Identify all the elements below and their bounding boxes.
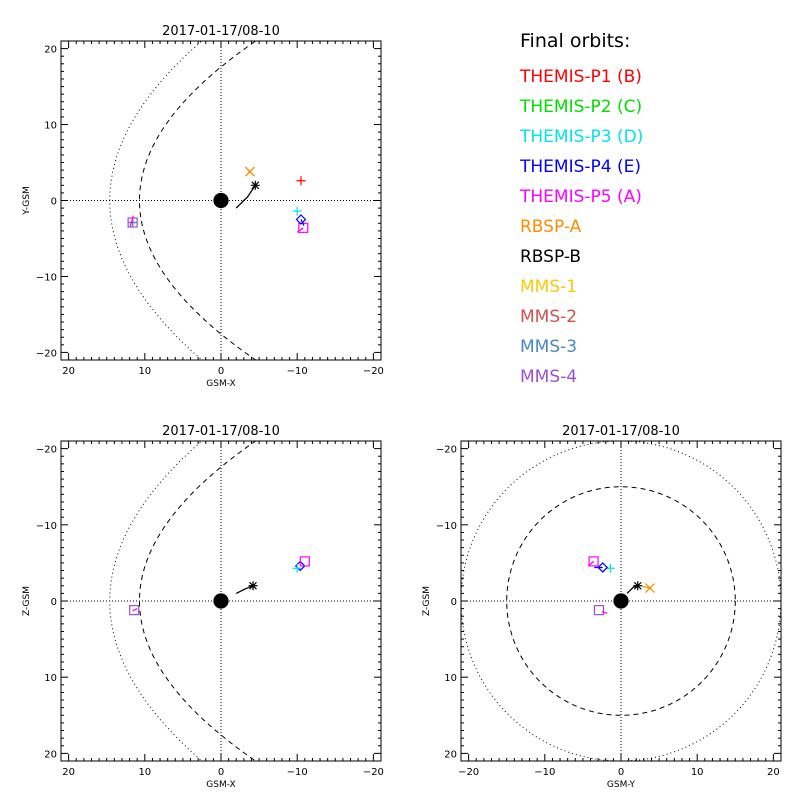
- y-tick-label: 0: [51, 197, 57, 208]
- square-marker: [299, 556, 310, 567]
- y-tick-label: 0: [51, 597, 57, 608]
- x-tick-label: 0: [618, 767, 624, 778]
- legend-entry: RBSP-B: [520, 247, 582, 267]
- x-tick-label: 0: [218, 767, 224, 778]
- asterisk-marker: [248, 581, 258, 591]
- diamond-marker: [295, 214, 307, 225]
- legend-list: THEMIS-P1 (B) THEMIS-P2 (C) THEMIS-P3 (D) T…: [520, 62, 643, 392]
- y-tick-label: 10: [44, 121, 57, 132]
- diamond-marker: [597, 562, 609, 573]
- y-tick-label: −10: [436, 521, 457, 532]
- y-tick-label: −10: [36, 272, 57, 283]
- legend-entry: MMS-2: [520, 307, 578, 327]
- plot-content: [461, 441, 781, 761]
- x-tick-label: 0: [218, 366, 224, 377]
- x-tick-label: −20: [363, 366, 384, 377]
- orbit-track: [129, 215, 135, 227]
- bow-shock-boundary: [109, 41, 203, 360]
- x-tick-label: 10: [691, 767, 704, 778]
- legend-entry: THEMIS-P4 (E): [520, 157, 641, 177]
- y-tick-label: 0: [451, 597, 457, 608]
- y-tick-label: 20: [44, 749, 57, 760]
- magnetopause-boundary: [139, 441, 257, 761]
- x-axis-label: GSM-X: [206, 379, 235, 389]
- magnetopause-boundary: [139, 41, 257, 360]
- x-tick-label: −10: [287, 366, 308, 377]
- square-marker: [129, 605, 140, 616]
- plot-title: 2017-01-17/08-10: [162, 424, 280, 439]
- y-tick-label: −20: [36, 348, 57, 359]
- legend-title: Final orbits:: [520, 30, 631, 52]
- y-tick-label: 20: [444, 749, 457, 760]
- orbit-track: [642, 585, 651, 589]
- y-tick-label: 20: [44, 45, 57, 56]
- asterisk-marker: [250, 180, 260, 190]
- y-tick-label: −20: [436, 445, 457, 456]
- orbit-track: [235, 585, 254, 594]
- legend-entry: THEMIS-P2 (C): [520, 97, 643, 117]
- x-marker: [244, 166, 255, 177]
- square-marker: [593, 605, 605, 616]
- plus-marker: [292, 563, 302, 573]
- panel-xy-plot: 2017-01-17/08-10 20 10 0 −10 −20 −20 −10 0 10 20 GS…: [22, 24, 384, 389]
- y-tick-label: −10: [36, 521, 57, 532]
- legend-entry: THEMIS-P1 (B): [520, 67, 642, 87]
- bow-shock-boundary: [109, 441, 203, 761]
- legend-entry: MMS-4: [520, 367, 578, 387]
- legend-entry: THEMIS-P5 (A): [520, 187, 642, 207]
- y-axis-label: Y-GSM: [22, 186, 32, 215]
- x-axis-label: GSM-Y: [607, 780, 636, 790]
- magnetopause-boundary: [506, 486, 736, 716]
- asterisk-marker: [633, 581, 643, 591]
- plus-marker: [605, 563, 615, 573]
- x-tick-label: −20: [458, 767, 479, 778]
- legend-entry: MMS-3: [520, 337, 578, 357]
- x-tick-label: −10: [287, 767, 308, 778]
- plus-marker: [296, 176, 306, 186]
- x-tick-label: 20: [767, 767, 780, 778]
- plot-title: 2017-01-17/08-10: [162, 24, 280, 39]
- legend: Final orbits: THEMIS-P1 (B) THEMIS-P2 (C)…: [520, 30, 643, 392]
- orbit-track: [132, 608, 138, 612]
- x-tick-label: 20: [62, 366, 75, 377]
- legend-entry: RBSP-A: [520, 217, 582, 237]
- x-tick-label: 10: [138, 767, 151, 778]
- y-axis-label: Z-GSM: [422, 586, 432, 616]
- x-tick-label: 20: [62, 767, 75, 778]
- x-tick-label: −10: [534, 767, 555, 778]
- plot-content: [109, 41, 309, 360]
- x-tick-label: 10: [138, 366, 151, 377]
- legend-entry: THEMIS-P3 (D): [520, 127, 644, 147]
- orbit-track: [296, 227, 304, 233]
- y-tick-label: 10: [44, 673, 57, 684]
- plot-content: [109, 441, 310, 761]
- y-axis-label: Z-GSM: [22, 586, 32, 616]
- plot-title: 2017-01-17/08-10: [562, 424, 680, 439]
- y-tick-label: −20: [36, 445, 57, 456]
- panel-xz-plot: 2017-01-17/08-10 20 10 0 −10 −20 −20 −10 0 10 20 GS…: [22, 424, 384, 790]
- x-tick-label: −20: [363, 767, 384, 778]
- plus-marker: [292, 206, 302, 216]
- panel-yz-plot: 2017-01-17/08-10−20 −10 0 10 20−20−1001020GS…: [422, 424, 782, 790]
- square-marker: [588, 556, 599, 567]
- earth-marker: [613, 593, 629, 609]
- legend-entry: MMS-1: [520, 277, 578, 297]
- x-axis-label: GSM-X: [206, 780, 235, 790]
- orbit-track: [235, 184, 256, 209]
- x-marker: [644, 583, 655, 594]
- y-tick-label: 10: [444, 673, 457, 684]
- earth-marker: [213, 192, 229, 209]
- earth-marker: [213, 593, 229, 609]
- orbit-track: [601, 611, 608, 614]
